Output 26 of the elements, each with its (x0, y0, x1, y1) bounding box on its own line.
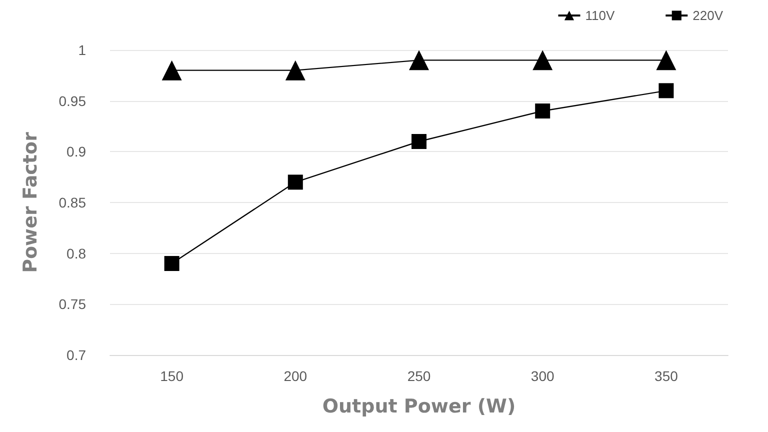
y-tick-label: 1 (78, 42, 86, 58)
y-tick-label: 0.95 (58, 92, 86, 109)
y-axis-title: Power Factor (20, 131, 42, 273)
point (162, 60, 182, 80)
x-tick-label: 200 (284, 368, 308, 384)
y-tick-label: 0.8 (66, 245, 86, 262)
y-tick-label: 0.85 (58, 194, 86, 210)
point (535, 104, 550, 118)
y-tick-label: 0.7 (66, 347, 86, 363)
point (164, 256, 180, 271)
point (412, 134, 426, 149)
point (656, 50, 676, 70)
legend-label: 110V (585, 8, 615, 23)
x-tick-label: 350 (654, 368, 678, 384)
legend-label: 220V (692, 8, 724, 23)
y-tick-label: 0.75 (58, 296, 86, 312)
y-tick-label: 0.9 (66, 144, 86, 160)
x-tick-label: 150 (160, 368, 184, 384)
point (285, 60, 306, 80)
x-tick-label: 300 (530, 368, 554, 384)
point (288, 174, 303, 190)
point (532, 50, 553, 70)
point (409, 50, 429, 70)
point (658, 83, 674, 98)
x-tick-label: 250 (407, 368, 431, 384)
x-axis-title: Output Power (W) (322, 396, 516, 418)
